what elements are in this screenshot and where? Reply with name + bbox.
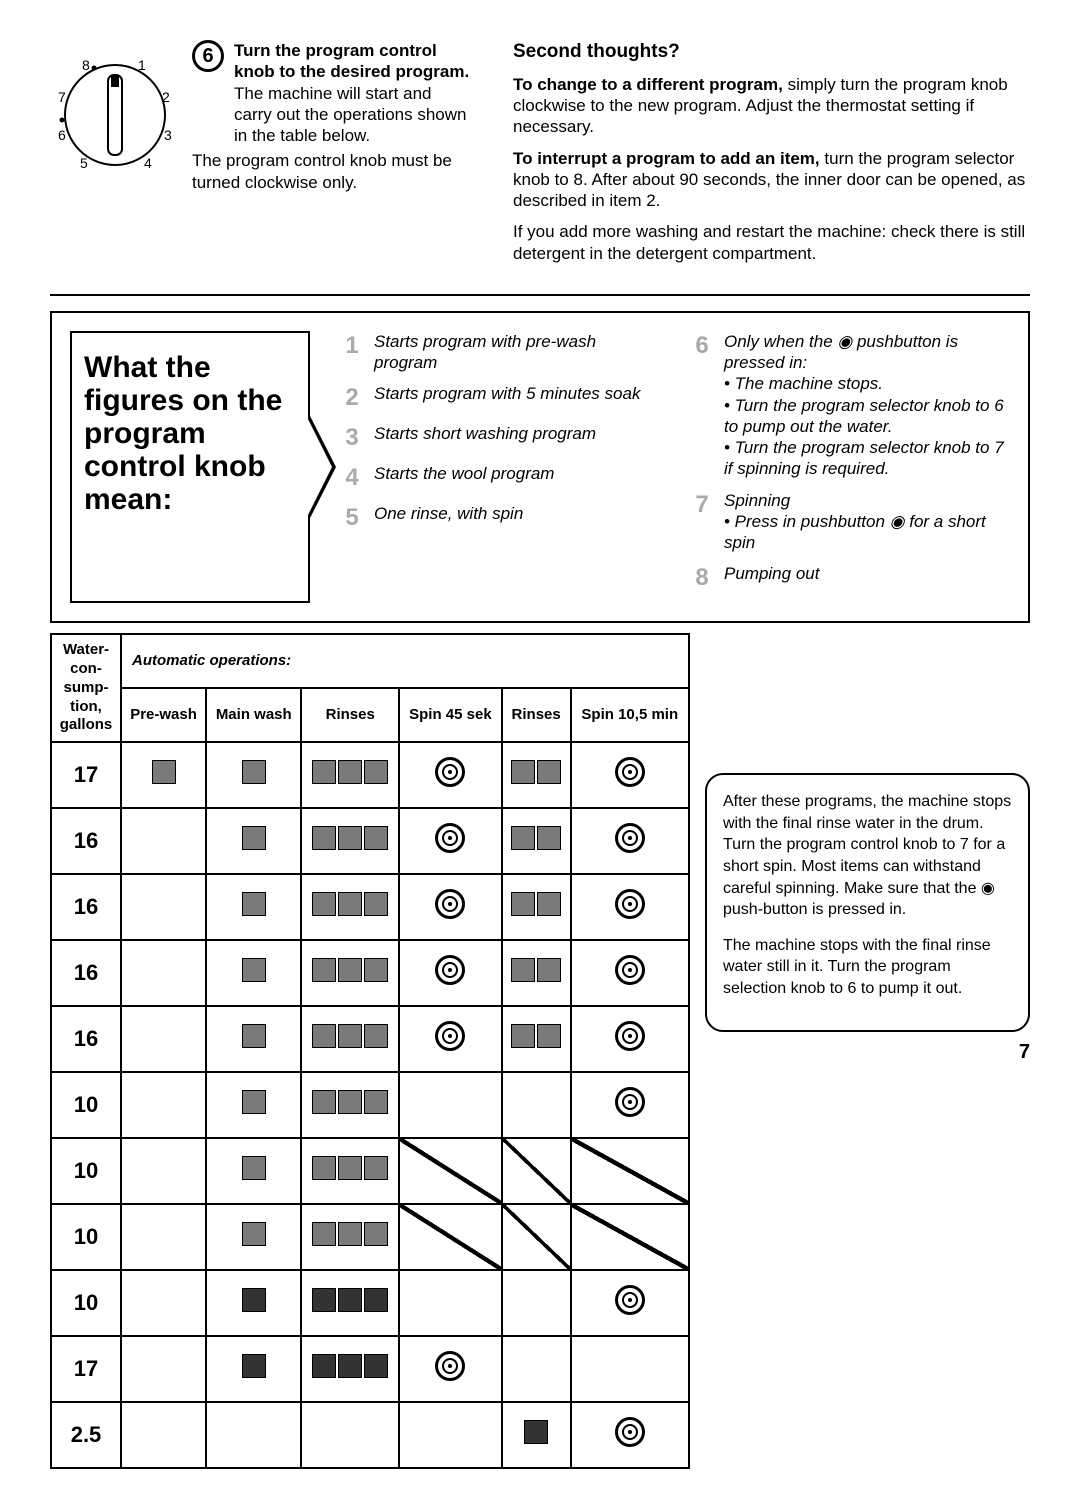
spin-icon [615,1417,645,1447]
table-section: Water-con-sump-tion, gallons Automatic o… [50,633,1030,1469]
table-col-header: Spin 10,5 min [571,688,689,742]
table-col-header: Rinses [301,688,399,742]
spin-icon [435,955,465,985]
legend-col-1: 1Starts program with pre-wash program 2St… [340,331,660,604]
operations-table: Water-con-sump-tion, gallons Automatic o… [50,633,690,1469]
svg-text:6: 6 [58,127,66,143]
legend-item: 2Starts program with 5 minutes soak [340,383,660,413]
table-col-header: Spin 45 sek [399,688,502,742]
detergent-note: If you add more washing and restart the … [513,221,1030,264]
svg-text:8: 8 [82,57,90,73]
step-number: 6 [192,40,224,72]
spin-icon [435,757,465,787]
table-col-header: Rinses [502,688,571,742]
table-col-header: Pre-wash [121,688,206,742]
legend-title-box: What the figures on the program control … [70,331,310,604]
svg-text:4: 4 [144,155,152,170]
spin-icon [435,889,465,919]
spin-icon [615,955,645,985]
change-program-heading: To change to a different program, [513,75,783,94]
spin-icon [615,1285,645,1315]
legend-item-7: 7Spinning• Press in pushbutton ◉ for a s… [690,490,1010,554]
svg-text:5: 5 [80,155,88,170]
spin-icon [435,1021,465,1051]
table-row: 16 [51,1006,689,1072]
step-body-2: The program control knob must be turned … [192,150,473,193]
page-number: 7 [705,1040,1030,1065]
ops-header: Automatic operations: [121,634,689,688]
table-row: 2.5 [51,1402,689,1468]
legend-title: What the figures on the program control … [84,351,296,516]
table-row: 17 [51,1336,689,1402]
table-row: 17 [51,742,689,808]
legend-section: What the figures on the program control … [50,311,1030,624]
table-row: 16 [51,808,689,874]
legend-item: 1Starts program with pre-wash program [340,331,660,374]
second-thoughts-heading: Second thoughts? [513,40,1030,64]
interrupt-heading: To interrupt a program to add an item, [513,149,820,168]
legend-item: 5One rinse, with spin [340,503,660,533]
table-row: 10 [51,1072,689,1138]
spin-icon [615,1087,645,1117]
program-dial-diagram: 1 2 3 4 5 6 7 8 [50,40,180,170]
svg-text:2: 2 [162,89,170,105]
spin-icon [615,889,645,919]
table-row: 16 [51,874,689,940]
table-row: 10 [51,1270,689,1336]
table-row: 10 [51,1204,689,1270]
legend-item: 4Starts the wool program [340,463,660,493]
note-2: The machine stops with the final rinse w… [723,935,1012,1000]
legend-item-8: 8Pumping out [690,563,1010,593]
top-section: 1 2 3 4 5 6 7 8 6 Turn the program contr… [50,40,1030,296]
note-1: After these programs, the machine stops … [723,791,1012,921]
spin-icon [615,823,645,853]
spin-icon [615,757,645,787]
side-notes: After these programs, the machine stops … [705,633,1030,1469]
step-6-block: 1 2 3 4 5 6 7 8 6 Turn the program contr… [50,40,473,274]
legend-item-6: 6Only when the ◉ pushbutton is pressed i… [690,331,1010,480]
legend-item: 3Starts short washing program [340,423,660,453]
step-body-1: The machine will start and carry out the… [234,83,473,147]
spin-icon [435,1351,465,1381]
spin-icon [435,823,465,853]
table-row: 10 [51,1138,689,1204]
svg-text:7: 7 [58,89,66,105]
table-row: 16 [51,940,689,1006]
second-thoughts-block: Second thoughts? To change to a differen… [513,40,1030,274]
svg-text:3: 3 [164,127,172,143]
spin-icon [615,1021,645,1051]
step-heading: Turn the program control knob to the des… [234,40,473,83]
table-col-header: Main wash [206,688,301,742]
col-water: Water-con-sump-tion, gallons [51,634,121,742]
legend-col-2: 6Only when the ◉ pushbutton is pressed i… [690,331,1010,604]
svg-text:1: 1 [138,57,146,73]
